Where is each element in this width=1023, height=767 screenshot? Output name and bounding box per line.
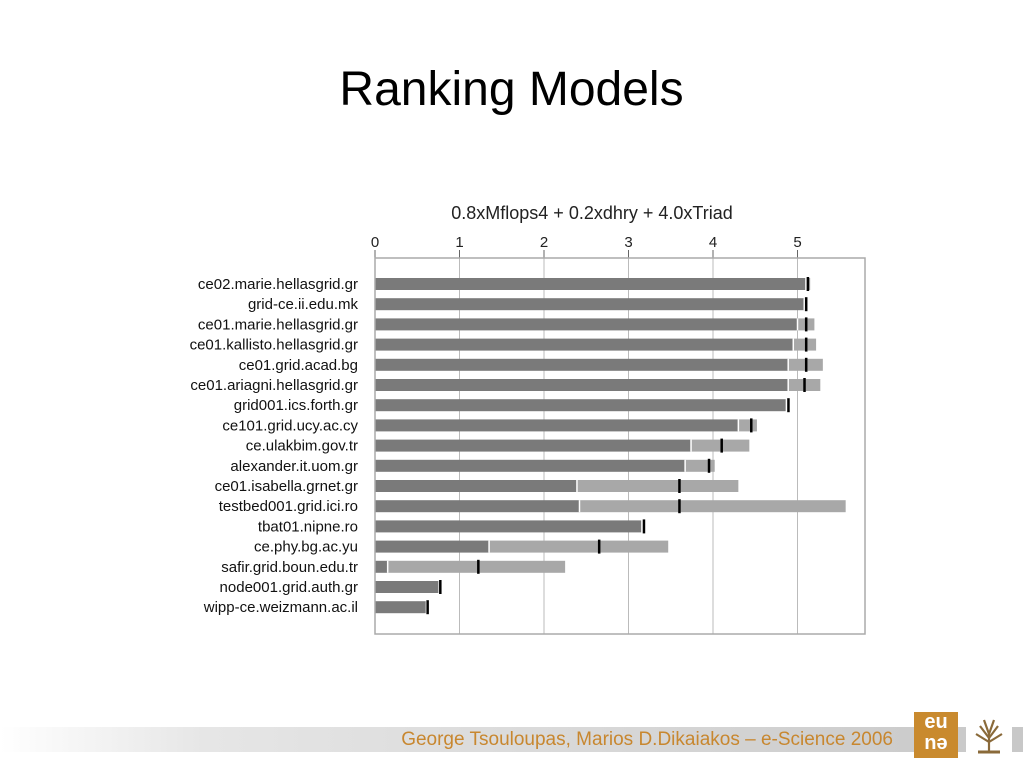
range-bar <box>489 540 669 553</box>
score-bar <box>375 338 794 351</box>
x-tick-label: 0 <box>371 234 379 251</box>
value-marker <box>720 438 723 453</box>
value-marker <box>707 458 711 473</box>
value-marker <box>477 559 480 574</box>
score-bar <box>375 459 686 472</box>
category-label: ce101.grid.ucy.ac.cy <box>222 417 358 434</box>
category-label: safir.grid.boun.edu.tr <box>221 559 358 576</box>
category-label: ce01.isabella.grnet.gr <box>215 478 358 495</box>
value-marker <box>803 378 806 392</box>
range-bar <box>579 500 846 513</box>
value-marker <box>642 519 646 534</box>
range-bar <box>576 480 739 492</box>
score-bar <box>375 601 426 614</box>
plot-frame <box>374 257 866 635</box>
category-labels: ce02.marie.hellasgrid.gr grid-ce.ii.edu.m… <box>190 276 359 616</box>
tree-logo <box>966 712 1012 758</box>
value-marker <box>804 317 808 332</box>
score-bar <box>375 318 798 331</box>
value-marker <box>804 337 808 352</box>
category-label: grid-ce.ii.edu.mk <box>248 296 359 313</box>
score-bar <box>375 439 692 452</box>
ranking-chart: 0.8xMflops4 + 0.2xdhry + 4.0xTriad 0 1 2 3 4… <box>190 203 866 635</box>
value-marker <box>804 357 808 372</box>
value-marker <box>678 479 681 493</box>
category-label: ce.ulakbim.gov.tr <box>246 438 358 455</box>
footer-text: George Tsouloupas, Marios D.Dikaiakos – … <box>401 729 893 750</box>
range-bar <box>685 459 715 472</box>
score-bar <box>375 520 642 533</box>
score-bar <box>375 419 739 432</box>
eu-logo: eu eu <box>914 712 958 758</box>
x-tick-label: 2 <box>540 234 548 251</box>
range-bar <box>793 338 817 351</box>
value-marker <box>439 580 442 594</box>
score-bar <box>375 540 490 553</box>
value-marker <box>678 499 681 514</box>
chart-title: 0.8xMflops4 + 0.2xdhry + 4.0xTriad <box>451 203 732 223</box>
x-tick-label: 4 <box>709 234 717 251</box>
score-bar <box>375 298 805 311</box>
value-marker <box>426 600 429 615</box>
x-tick-label: 5 <box>793 234 801 251</box>
x-axis-ticks: 0 1 2 3 4 5 <box>371 234 802 258</box>
value-marker <box>750 418 753 433</box>
score-bar <box>375 480 577 492</box>
category-label: ce01.marie.hellasgrid.gr <box>198 316 358 333</box>
footer-bar <box>0 727 1023 752</box>
category-label: ce.phy.bg.ac.yu <box>254 539 358 556</box>
category-label: tbat01.nipne.ro <box>258 518 358 535</box>
score-bar <box>375 500 580 513</box>
x-tick-label: 1 <box>455 234 463 251</box>
score-bar <box>375 278 806 290</box>
value-marker <box>597 539 601 554</box>
value-marker <box>806 277 810 291</box>
slide-title: Ranking Models <box>339 63 684 116</box>
category-label: ce02.marie.hellasgrid.gr <box>198 276 358 293</box>
score-bar <box>375 560 388 573</box>
bar-layer <box>375 277 846 615</box>
category-label: ce01.ariagni.hellasgrid.gr <box>190 377 358 394</box>
value-marker <box>787 398 790 413</box>
range-bar <box>691 439 750 452</box>
score-bar <box>375 358 789 371</box>
category-label: wipp-ce.weizmann.ac.il <box>203 599 358 616</box>
value-marker <box>804 297 808 312</box>
category-label: node001.grid.auth.gr <box>220 579 358 596</box>
score-bar <box>375 581 439 593</box>
category-label: alexander.it.uom.gr <box>230 458 358 475</box>
score-bar <box>375 399 786 412</box>
category-label: testbed001.grid.ici.ro <box>219 498 358 515</box>
x-tick-label: 3 <box>624 234 632 251</box>
score-bar <box>375 379 789 391</box>
range-bar <box>738 419 757 432</box>
category-label: grid001.ics.forth.gr <box>234 397 358 414</box>
category-label: ce01.kallisto.hellasgrid.gr <box>190 337 358 354</box>
range-bar <box>387 560 566 573</box>
category-label: ce01.grid.acad.bg <box>239 357 358 374</box>
